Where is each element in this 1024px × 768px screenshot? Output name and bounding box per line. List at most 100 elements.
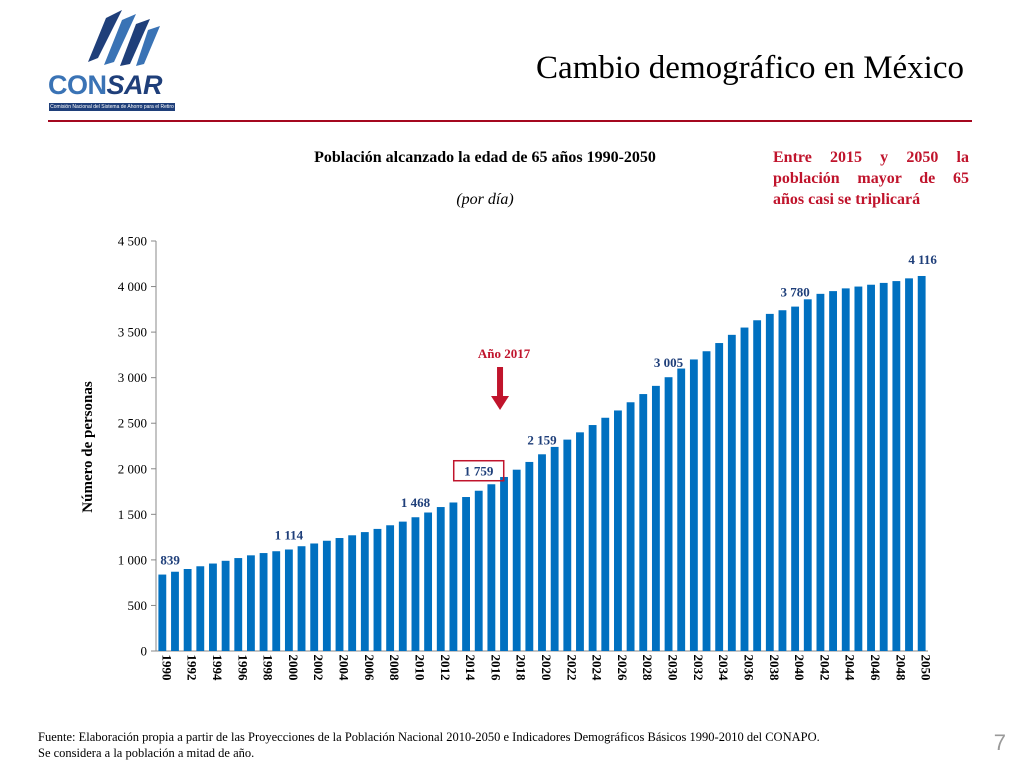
bar-2010 <box>411 517 420 651</box>
bar-2025 <box>601 417 610 651</box>
x-tick-label: 2000 <box>286 655 301 681</box>
x-tick-label: 2036 <box>741 655 756 682</box>
x-tick-label: 2048 <box>893 655 908 682</box>
y-tick-label: 4 500 <box>118 234 147 249</box>
x-tick-label: 2016 <box>488 655 503 682</box>
x-tick-label: 2014 <box>463 655 478 682</box>
x-tick-label: 2010 <box>412 655 427 681</box>
bar-2034 <box>715 343 724 651</box>
x-tick-label: 2044 <box>843 655 858 682</box>
bar-2018 <box>512 469 521 651</box>
chart-annotation: Año 2017 <box>478 346 531 410</box>
bar-2002 <box>310 543 319 651</box>
bar-2016 <box>487 484 496 651</box>
x-tick-label: 2050 <box>919 655 934 681</box>
bar-1993 <box>196 566 205 651</box>
page-number: 7 <box>993 730 1006 755</box>
logo-wordmark: CONSAR <box>48 70 163 100</box>
bar-2022 <box>563 439 572 651</box>
bar-2006 <box>360 532 369 651</box>
logo-subtitle: Comisión Nacional del Sistema de Ahorro … <box>49 103 175 111</box>
bar-2011 <box>424 512 433 651</box>
bar-2028 <box>639 394 648 651</box>
bar-2007 <box>373 528 382 651</box>
bar-1998 <box>259 553 268 651</box>
bar-2047 <box>879 282 888 651</box>
x-tick-label: 1996 <box>235 655 250 682</box>
x-tick-label: 2026 <box>615 655 630 682</box>
y-tick-label: 500 <box>128 598 148 613</box>
bar-2037 <box>753 320 762 651</box>
chart-title: Población alcanzado la edad de 65 años 1… <box>314 149 656 166</box>
data-label-2030: 3 005 <box>654 355 684 370</box>
bar-2009 <box>398 521 407 651</box>
logo-con: CON <box>48 70 107 100</box>
annotation-arrow-icon <box>491 396 510 410</box>
y-tick-label: 1 000 <box>118 552 147 567</box>
logo-mark-icon <box>88 10 160 66</box>
bar-2046 <box>867 284 875 651</box>
bar-2014 <box>462 497 470 651</box>
chart-bars <box>158 275 926 651</box>
bar-2029 <box>651 385 660 651</box>
bar-2041 <box>803 299 812 651</box>
consar-logo <box>88 10 160 66</box>
x-tick-label: 2024 <box>590 655 605 682</box>
data-label-2010: 1 468 <box>401 495 431 510</box>
bar-2021 <box>550 446 559 651</box>
annotation-year-label: Año 2017 <box>478 346 531 361</box>
bar-2026 <box>614 410 622 651</box>
x-tick-label: 2022 <box>564 655 579 681</box>
x-tick-label: 2046 <box>868 655 883 682</box>
y-tick-label: 0 <box>141 644 148 659</box>
bar-2048 <box>892 281 901 651</box>
x-tick-label: 2030 <box>666 655 681 681</box>
bar-2024 <box>588 425 597 651</box>
footer: Fuente: Elaboración propia a partir de l… <box>38 729 958 761</box>
x-tick-label: 2020 <box>539 655 554 681</box>
footer-note: Se considera a la población a mitad de a… <box>38 746 255 760</box>
x-tick-label: 2042 <box>817 655 832 681</box>
bar-1996 <box>234 558 243 651</box>
bar-2050 <box>917 275 926 651</box>
highlight-note: Entre 2015 y 2050 la población mayor de … <box>773 147 969 210</box>
footer-source: Fuente: Elaboración propia a partir de l… <box>38 730 820 744</box>
note-line-1: Entre 2015 y 2050 la <box>773 149 969 166</box>
x-tick-label: 1998 <box>261 655 276 682</box>
x-tick-label: 2002 <box>311 655 326 681</box>
annotation-arrow-shaft <box>497 367 504 397</box>
bar-2019 <box>525 461 534 651</box>
bar-2031 <box>677 368 686 651</box>
bar-2000 <box>284 549 293 651</box>
bar-2023 <box>576 432 584 651</box>
bar-2003 <box>322 540 331 651</box>
x-tick-label: 2028 <box>640 655 655 682</box>
bar-1999 <box>272 551 281 651</box>
x-tick-label: 1994 <box>210 655 225 682</box>
x-tick-label: 2034 <box>716 655 731 682</box>
bar-1997 <box>246 555 255 651</box>
note-line-2: población mayor de 65 <box>773 170 969 187</box>
y-tick-label: 2 500 <box>118 416 147 431</box>
bar-2038 <box>765 313 774 651</box>
bar-1991 <box>171 571 179 651</box>
y-tick-label: 2 000 <box>118 461 147 476</box>
page-title: Cambio demográfico en México <box>536 50 964 86</box>
data-label-1990: 839 <box>160 553 180 568</box>
data-label-2020: 2 159 <box>527 432 557 447</box>
bar-2032 <box>689 359 698 651</box>
note-line-3: años casi se triplicará <box>773 191 921 208</box>
y-tick-label: 4 000 <box>118 279 147 294</box>
bar-2043 <box>829 291 838 651</box>
chart-subtitle: (por día) <box>456 191 514 208</box>
bar-1992 <box>183 569 192 651</box>
data-label-2040: 3 780 <box>780 285 809 300</box>
data-label-2050: 4 116 <box>908 252 937 267</box>
bar-1990 <box>158 574 167 651</box>
x-tick-label: 2008 <box>387 655 402 682</box>
bar-2004 <box>335 538 344 651</box>
header-rule <box>48 120 972 122</box>
bar-1994 <box>209 563 217 651</box>
bar-2036 <box>740 327 749 651</box>
x-tick-label: 2012 <box>438 655 453 681</box>
